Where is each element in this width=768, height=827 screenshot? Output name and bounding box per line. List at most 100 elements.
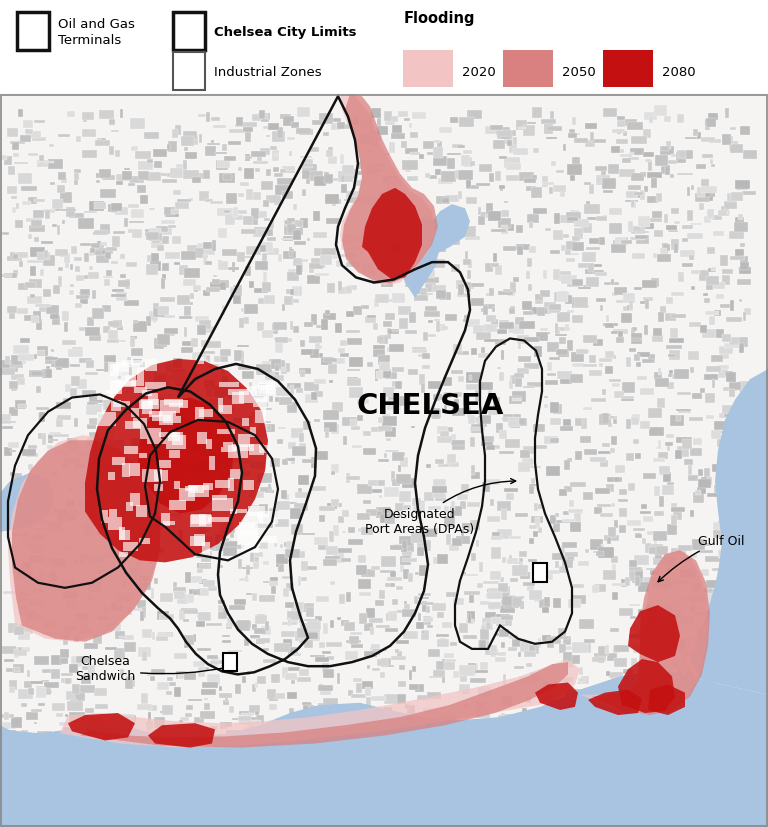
Bar (513, 138, 517, 146)
Bar (58, 277, 61, 288)
Bar (463, 162, 475, 167)
Bar (101, 736, 118, 747)
Bar (217, 436, 230, 443)
Bar (700, 660, 713, 667)
Bar (68, 798, 72, 809)
Bar (563, 763, 576, 772)
Bar (744, 427, 756, 433)
Bar (319, 507, 335, 512)
Bar (167, 514, 181, 517)
Bar (141, 401, 153, 409)
Bar (95, 141, 111, 146)
Bar (475, 390, 482, 401)
Bar (692, 568, 696, 578)
Bar (586, 278, 599, 287)
Bar (38, 703, 45, 706)
Bar (622, 383, 634, 394)
Bar (465, 704, 468, 710)
Bar (135, 404, 140, 414)
Bar (313, 232, 327, 239)
Bar (376, 337, 384, 343)
Bar (260, 626, 271, 635)
Bar (269, 705, 276, 710)
Polygon shape (588, 690, 642, 715)
Bar (438, 806, 446, 818)
Bar (257, 452, 264, 454)
Bar (429, 803, 445, 806)
Bar (531, 672, 541, 681)
Bar (204, 703, 210, 710)
Bar (507, 559, 518, 565)
Bar (81, 290, 90, 298)
Bar (286, 583, 294, 591)
Bar (725, 372, 733, 376)
Bar (243, 480, 254, 490)
Bar (188, 485, 210, 498)
Bar (396, 503, 402, 511)
Bar (616, 140, 627, 145)
Bar (445, 196, 458, 203)
Bar (670, 787, 677, 797)
Bar (562, 519, 575, 523)
Bar (161, 711, 171, 713)
Bar (247, 387, 255, 391)
Bar (108, 120, 115, 126)
Bar (223, 174, 232, 181)
Bar (212, 543, 227, 552)
Polygon shape (0, 473, 55, 533)
Bar (472, 794, 478, 799)
Bar (509, 738, 516, 745)
Bar (425, 812, 432, 823)
Bar (257, 739, 269, 748)
Bar (704, 299, 710, 304)
Bar (690, 286, 695, 290)
Bar (677, 151, 693, 160)
Bar (545, 380, 558, 385)
Bar (723, 680, 729, 683)
Bar (548, 638, 554, 648)
Bar (637, 353, 650, 358)
Bar (380, 771, 388, 780)
Bar (458, 118, 475, 128)
Bar (191, 177, 200, 184)
Bar (245, 576, 248, 582)
Bar (385, 428, 396, 437)
Bar (133, 321, 138, 323)
Bar (392, 454, 403, 457)
Bar (274, 803, 286, 810)
Bar (151, 253, 159, 262)
Bar (663, 472, 670, 482)
Bar (738, 214, 743, 221)
Bar (285, 170, 295, 174)
Bar (706, 127, 710, 131)
Bar (25, 130, 33, 135)
Bar (366, 776, 377, 781)
Bar (310, 486, 326, 491)
Bar (534, 599, 538, 602)
Bar (273, 375, 284, 381)
Bar (298, 489, 302, 494)
Bar (620, 155, 632, 158)
Bar (190, 515, 211, 528)
Bar (120, 275, 126, 279)
Bar (697, 165, 706, 170)
Bar (304, 814, 313, 825)
Bar (486, 594, 492, 599)
Bar (249, 718, 260, 724)
Bar (392, 294, 405, 304)
Bar (161, 433, 174, 442)
Bar (286, 549, 300, 558)
Bar (348, 198, 361, 204)
Bar (141, 362, 144, 367)
Bar (83, 276, 94, 280)
Bar (108, 331, 118, 339)
Bar (668, 557, 676, 567)
Bar (624, 200, 638, 203)
Bar (615, 237, 626, 247)
Bar (538, 504, 542, 509)
Bar (641, 225, 645, 230)
Bar (585, 141, 595, 147)
Bar (509, 595, 515, 600)
Bar (282, 305, 285, 312)
Bar (407, 176, 418, 181)
